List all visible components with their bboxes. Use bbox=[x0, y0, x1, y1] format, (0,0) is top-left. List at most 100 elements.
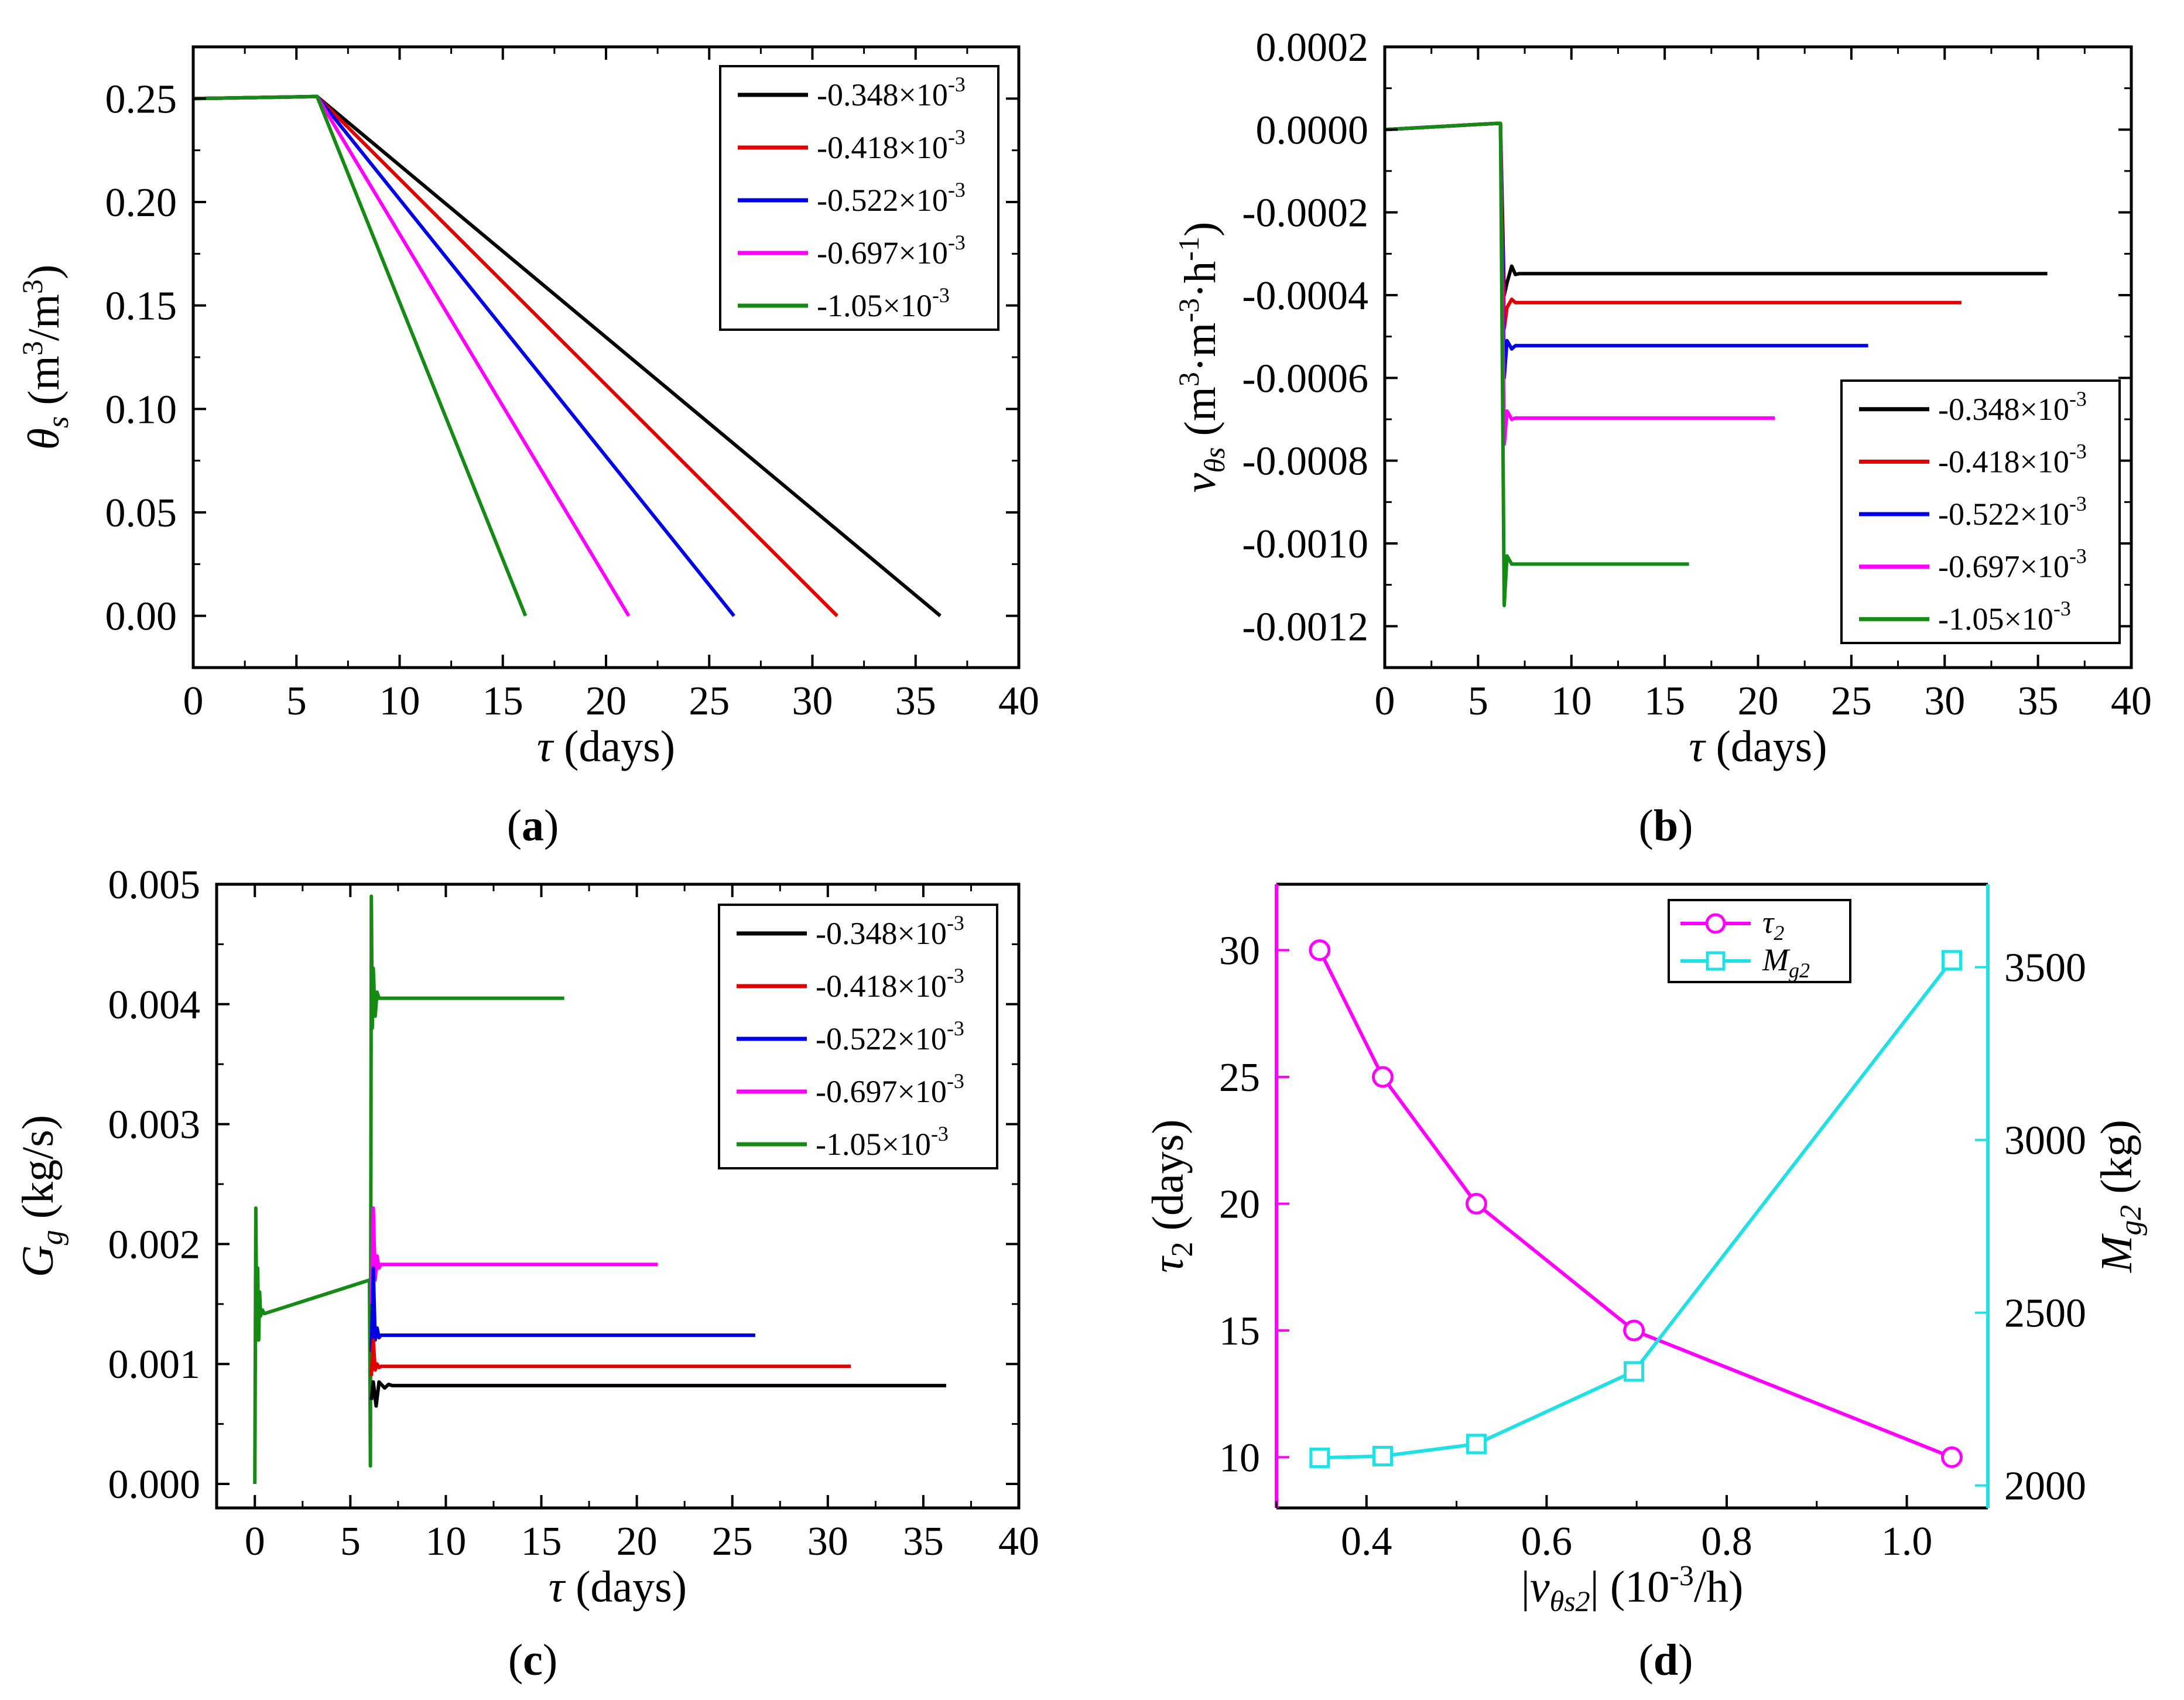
y-tick-label-b-5: -0.0008 bbox=[1242, 439, 1368, 484]
legend-label-b-2: -0.522×10-3 bbox=[1938, 492, 2087, 532]
series-line-a-4 bbox=[193, 94, 528, 617]
legend-label-c-3: -0.697×10-3 bbox=[816, 1069, 964, 1109]
legend-marker-d-1 bbox=[1706, 951, 1726, 971]
legend-marker-d-0 bbox=[1705, 913, 1726, 934]
legend-label-d-1: Mg2 bbox=[1762, 942, 1810, 982]
marker-circle-d-0 bbox=[1309, 939, 1331, 962]
y-tick-label-a-1: 0.05 bbox=[105, 491, 177, 536]
legend-label-b-0: -0.348×10-3 bbox=[1938, 387, 2087, 427]
x-tick-label-c-0: 0 bbox=[245, 1519, 265, 1564]
x-tick-label-a-6: 30 bbox=[792, 679, 833, 724]
legend-label-b-1: -0.418×10-3 bbox=[1938, 439, 2087, 479]
legend-label-a-0: -0.348×10-3 bbox=[817, 73, 966, 112]
plot-frame-c bbox=[215, 883, 1021, 1510]
panel-d-dual-axis-chart: 0.4 0.6 0.8 1.0 10 15 20 25 30 2000 2500 3000 3500 |ν… bbox=[1144, 883, 2148, 1617]
x-axis-label-d: |νθs2| (10-3/h) bbox=[1521, 1559, 1744, 1617]
x-axis-label-b: τ (days) bbox=[1689, 722, 1827, 771]
x-tick-label-a-1: 5 bbox=[286, 679, 307, 724]
y-tick-label-b-2: -0.0002 bbox=[1242, 191, 1368, 236]
x-tick-label-a-3: 15 bbox=[482, 679, 523, 724]
y-axis-label-c: Gg (kg/s) bbox=[13, 1115, 69, 1277]
y2-tick-label-d-0: 2000 bbox=[2004, 1464, 2086, 1509]
x-tick-label-b-8: 40 bbox=[2111, 679, 2152, 724]
series-line-c-1 bbox=[369, 1206, 658, 1304]
x-tick-label-b-4: 20 bbox=[1738, 679, 1779, 724]
y-tick-label-d-1: 15 bbox=[1219, 1309, 1260, 1354]
x-tick-label-c-7: 35 bbox=[903, 1519, 944, 1564]
x-tick-label-d-0: 0.4 bbox=[1341, 1519, 1392, 1564]
y-tick-label-b-4: -0.0006 bbox=[1242, 356, 1368, 401]
y-tick-label-c-5: 0.005 bbox=[108, 863, 201, 908]
marker-square-d-2 bbox=[1466, 1434, 1487, 1455]
panel-b-velocity-chart: 0 5 10 15 20 25 30 35 40 0.0002 0.0000 -0.0002 -0.00… bbox=[1172, 25, 2152, 771]
y-tick-label-a-4: 0.20 bbox=[105, 180, 177, 225]
legend-label-d-0: τ2 bbox=[1762, 905, 1784, 945]
marker-circle-d-4 bbox=[1940, 1446, 1963, 1468]
legend-box-c bbox=[718, 904, 998, 1169]
x-tick-label-c-4: 20 bbox=[617, 1519, 658, 1564]
y-tick-label-a-2: 0.10 bbox=[105, 387, 177, 432]
y-tick-label-d-2: 20 bbox=[1219, 1182, 1260, 1227]
caption-b: (b) bbox=[1639, 801, 1693, 850]
x-tick-label-c-5: 25 bbox=[712, 1519, 753, 1564]
series-line-d-1 bbox=[1319, 959, 1953, 1460]
marker-square-d-4 bbox=[1941, 950, 1962, 971]
series-line-b-4 bbox=[1384, 121, 1689, 607]
series-line-c-2 bbox=[369, 1266, 755, 1352]
y-axis-label-a: θs (m3/m3) bbox=[16, 265, 75, 450]
x-axis-label-c: τ (days) bbox=[549, 1562, 687, 1612]
y2-tick-label-d-3: 3500 bbox=[2004, 946, 2086, 991]
x-tick-label-b-6: 30 bbox=[1924, 679, 1965, 724]
x-tick-label-b-1: 5 bbox=[1468, 679, 1488, 724]
x-tick-label-c-6: 30 bbox=[807, 1519, 848, 1564]
y2-tick-label-d-2: 3000 bbox=[2004, 1118, 2086, 1164]
x-tick-label-a-8: 40 bbox=[998, 679, 1039, 724]
legend-label-c-1: -0.418×10-3 bbox=[816, 964, 964, 1004]
x-tick-label-a-4: 20 bbox=[586, 679, 627, 724]
x-tick-label-c-8: 40 bbox=[998, 1519, 1039, 1564]
x-tick-label-c-2: 10 bbox=[425, 1519, 466, 1564]
legend-box-a bbox=[719, 65, 999, 331]
x-tick-label-b-7: 35 bbox=[2018, 679, 2059, 724]
marker-circle-d-3 bbox=[1623, 1319, 1645, 1342]
y2-tick-label-d-1: 2500 bbox=[2004, 1291, 2086, 1336]
series-line-b-3 bbox=[1384, 121, 1775, 446]
series-line-b-1 bbox=[1384, 121, 1962, 330]
legend-label-a-2: -0.522×10-3 bbox=[817, 178, 966, 218]
x-tick-label-d-3: 1.0 bbox=[1881, 1519, 1933, 1564]
legend-box-b bbox=[1840, 379, 2121, 644]
marker-square-d-1 bbox=[1372, 1445, 1393, 1466]
marker-circle-d-1 bbox=[1371, 1066, 1394, 1088]
y-tick-label-c-1: 0.001 bbox=[108, 1342, 201, 1387]
caption-c: (c) bbox=[508, 1636, 557, 1685]
y-tick-label-a-5: 0.25 bbox=[105, 77, 177, 122]
y-tick-label-c-4: 0.004 bbox=[108, 983, 201, 1028]
x-tick-label-a-5: 25 bbox=[689, 679, 730, 724]
x-tick-label-a-2: 10 bbox=[379, 679, 420, 724]
y-tick-label-c-0: 0.000 bbox=[108, 1462, 201, 1507]
panel-a-theta-chart: 0 5 10 15 20 25 30 35 40 0.00 0.05 0.10 0.15 0.20 0.25… bbox=[16, 45, 1039, 771]
x-tick-label-b-3: 15 bbox=[1644, 679, 1685, 724]
legend-label-c-0: -0.348×10-3 bbox=[816, 911, 964, 951]
x-tick-label-a-0: 0 bbox=[183, 679, 204, 724]
y-tick-label-d-4: 30 bbox=[1219, 929, 1260, 974]
legend-label-b-3: -0.697×10-3 bbox=[1938, 545, 2087, 584]
y-tick-label-b-6: -0.0010 bbox=[1242, 522, 1368, 567]
y-tick-label-a-0: 0.00 bbox=[105, 594, 177, 639]
x-tick-label-d-1: 0.6 bbox=[1521, 1519, 1573, 1564]
legend-label-c-2: -0.522×10-3 bbox=[816, 1017, 964, 1056]
y-tick-label-b-3: -0.0004 bbox=[1242, 273, 1368, 319]
series-line-c-3 bbox=[369, 1338, 851, 1376]
y2-axis-label-d: Mg2 (kg) bbox=[2092, 1120, 2148, 1273]
legend-label-a-4: -1.05×10-3 bbox=[817, 283, 950, 323]
y-tick-label-b-7: -0.0012 bbox=[1242, 604, 1368, 649]
series-line-c-4 bbox=[369, 1380, 946, 1408]
legend-label-c-4: -1.05×10-3 bbox=[816, 1122, 949, 1162]
y-tick-label-c-3: 0.003 bbox=[108, 1103, 201, 1148]
x-tick-label-d-2: 0.8 bbox=[1701, 1519, 1752, 1564]
x-tick-label-a-7: 35 bbox=[895, 679, 936, 724]
legend-label-a-3: -0.697×10-3 bbox=[817, 231, 966, 271]
x-axis-label-a: τ (days) bbox=[537, 722, 675, 771]
y-tick-label-b-0: 0.0002 bbox=[1256, 25, 1369, 70]
